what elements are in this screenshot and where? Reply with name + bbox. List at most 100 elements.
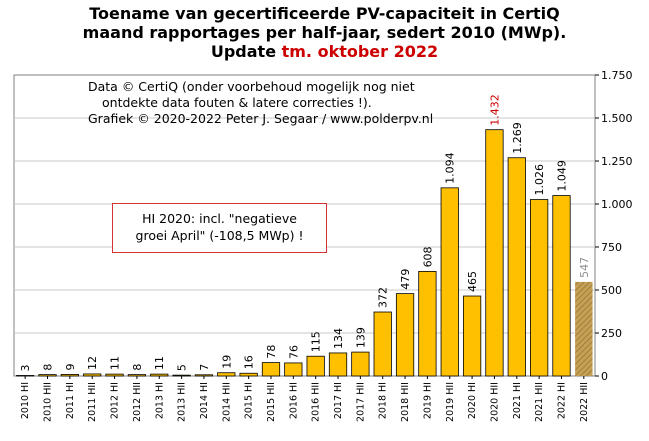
credit-line-3: Grafiek © 2020-2022 Peter J. Segaar / ww… — [88, 111, 434, 126]
bar — [418, 271, 437, 377]
x-tick-label: 2022 HI — [556, 382, 567, 419]
bar — [150, 373, 169, 377]
value-label: 1.269 — [511, 122, 524, 154]
y-tick-label: 1.500 — [601, 112, 633, 125]
bar — [575, 281, 593, 376]
bar — [462, 295, 482, 377]
value-label: 134 — [332, 328, 345, 349]
title-line-3: Update tm. oktober 2022 — [0, 42, 649, 61]
value-label: 1.432 — [488, 94, 501, 126]
x-tick-label: 2012 HII — [132, 382, 143, 422]
bar — [373, 311, 392, 377]
y-axis-labels: 0 250 500 750 1.000 1.250 1.500 1.750 — [601, 69, 633, 383]
x-tick-label: 2018 HI — [378, 382, 389, 419]
bar — [306, 355, 325, 377]
value-label: 8 — [131, 364, 144, 371]
title-line-3-prefix: Update — [210, 42, 282, 61]
y-tick-label: 500 — [601, 284, 622, 297]
bar — [16, 375, 35, 377]
bar — [440, 187, 459, 377]
value-label: 8 — [42, 364, 55, 371]
y-tick-label: 750 — [601, 241, 622, 254]
value-label: 3 — [19, 364, 32, 371]
x-tick-label: 2011 HII — [87, 382, 98, 422]
title-line-2: maand rapportages per half-jaar, sedert … — [82, 23, 567, 42]
x-tick-label: 2017 HII — [355, 382, 366, 422]
value-label: 78 — [265, 345, 278, 359]
y-tick-label: 0 — [601, 370, 608, 383]
value-label: 479 — [399, 269, 412, 290]
y-tick-label: 1.000 — [601, 198, 633, 211]
x-tick-label: 2016 HII — [311, 382, 322, 422]
bar — [105, 373, 124, 377]
x-tick-label: 2014 HI — [199, 382, 210, 419]
value-label: 115 — [310, 331, 323, 352]
credit-line-2: ontdekte data fouten & latere correcties… — [102, 95, 372, 110]
value-label: 11 — [153, 356, 166, 370]
value-label: 19 — [220, 355, 233, 369]
value-label: 76 — [287, 345, 300, 359]
value-label: 12 — [86, 356, 99, 370]
x-tick-label: 2016 HI — [288, 382, 299, 419]
value-label: 7 — [198, 364, 211, 371]
x-tick-label: 2022 HII — [579, 382, 590, 422]
value-label: 139 — [354, 327, 367, 348]
bar — [485, 129, 504, 377]
y-tick-label: 1.250 — [601, 155, 633, 168]
value-label: 608 — [421, 246, 434, 267]
value-label: 465 — [466, 271, 479, 292]
x-tick-label: 2013 HI — [154, 382, 165, 419]
data-credit: Data © CertiQ (onder voorbehoud mogelijk… — [88, 79, 433, 127]
x-axis-labels: 2010 HI 2010 HII 2011 HI 2011 HII 2012 HI 201… — [20, 376, 590, 422]
credit-line-1: Data © CertiQ (onder voorbehoud mogelijk… — [88, 79, 415, 94]
x-tick-label: 2020 HII — [489, 382, 500, 422]
x-tick-label: 2018 HII — [400, 382, 411, 422]
title-line-1: Toename van gecertificeerde PV-capacitei… — [89, 4, 560, 23]
annotation-line-1: HI 2020: incl. "negatieve — [142, 211, 297, 226]
x-tick-label: 2010 HI — [20, 382, 31, 419]
x-tick-label: 2015 HI — [244, 382, 255, 419]
bar — [239, 372, 258, 377]
x-tick-label: 2019 HII — [445, 382, 456, 422]
bar — [284, 362, 303, 377]
bar — [328, 352, 348, 377]
x-tick-label: 2014 HII — [221, 382, 232, 422]
bars — [16, 129, 593, 377]
annotation-line-2: groei April" (-108,5 MWp) ! — [135, 228, 304, 243]
annotation-box: HI 2020: incl. "negatieve groei April" (… — [112, 203, 327, 253]
value-label: 5 — [176, 364, 189, 371]
value-label: 9 — [64, 363, 77, 370]
x-tick-label: 2021 HII — [534, 382, 545, 422]
bar — [261, 362, 281, 377]
bar — [351, 351, 370, 377]
bar — [172, 374, 191, 377]
value-label: 11 — [109, 356, 122, 370]
bar — [60, 374, 79, 377]
bar — [552, 195, 571, 377]
chart-title: Toename van gecertificeerde PV-capacitei… — [0, 4, 649, 61]
value-label: 1.049 — [555, 160, 568, 192]
value-label: 1.094 — [444, 152, 457, 184]
bar — [38, 374, 57, 377]
bar — [530, 199, 549, 377]
bar — [83, 373, 102, 377]
y-tick-label: 1.750 — [601, 69, 633, 82]
value-label: 1.026 — [533, 164, 546, 196]
value-label: 372 — [377, 287, 390, 308]
bar — [194, 374, 214, 377]
x-tick-label: 2012 HI — [110, 382, 121, 419]
x-tick-label: 2013 HII — [177, 382, 188, 422]
bar — [507, 157, 526, 377]
bar — [127, 374, 147, 377]
x-tick-label: 2019 HI — [422, 382, 433, 419]
x-tick-label: 2015 HII — [266, 382, 277, 422]
bar — [217, 372, 236, 377]
x-tick-label: 2010 HII — [43, 382, 54, 422]
bar — [395, 293, 415, 377]
y-tick-label: 250 — [601, 327, 622, 340]
title-update-date: tm. oktober 2022 — [281, 42, 439, 61]
x-tick-label: 2020 HI — [467, 382, 478, 419]
value-label: 547 — [578, 257, 591, 278]
x-tick-label: 2011 HI — [65, 382, 76, 419]
